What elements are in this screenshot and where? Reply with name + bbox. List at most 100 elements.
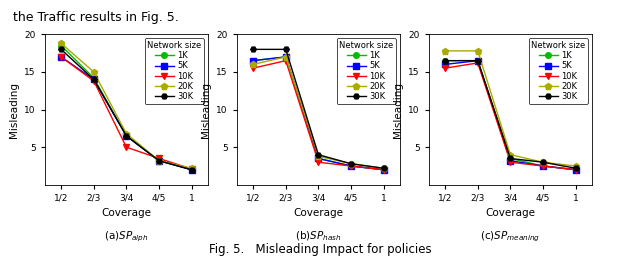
- Line: 20K: 20K: [442, 48, 579, 169]
- 30K: [380, 167, 388, 170]
- 20K: [507, 153, 515, 156]
- 1K: [572, 168, 580, 171]
- 30K: [282, 48, 289, 51]
- Line: 30K: 30K: [442, 58, 579, 171]
- 10K: [250, 67, 257, 70]
- 5K: [539, 164, 547, 168]
- 1K: [539, 164, 547, 168]
- 20K: [58, 42, 65, 45]
- Line: 10K: 10K: [442, 60, 579, 173]
- 1K: [474, 59, 481, 62]
- 10K: [380, 168, 388, 171]
- 30K: [474, 59, 481, 62]
- 5K: [380, 168, 388, 171]
- Line: 30K: 30K: [58, 46, 195, 173]
- 5K: [348, 164, 355, 168]
- 30K: [58, 48, 65, 51]
- 5K: [123, 134, 131, 138]
- Line: 1K: 1K: [58, 43, 195, 173]
- 30K: [90, 78, 98, 81]
- 20K: [442, 49, 449, 53]
- 10K: [58, 55, 65, 58]
- Line: 1K: 1K: [442, 58, 579, 173]
- Text: Fig. 5.   Misleading Impact for policies: Fig. 5. Misleading Impact for policies: [209, 243, 431, 256]
- 1K: [315, 157, 322, 160]
- X-axis label: Coverage: Coverage: [293, 208, 344, 218]
- 20K: [123, 132, 131, 135]
- Y-axis label: Misleading: Misleading: [393, 82, 403, 138]
- Text: (a)$SP_{alph}$: (a)$SP_{alph}$: [104, 230, 148, 244]
- 1K: [442, 59, 449, 62]
- 5K: [90, 78, 98, 81]
- 30K: [348, 162, 355, 165]
- 5K: [156, 159, 163, 162]
- Legend: 1K, 5K, 10K, 20K, 30K: 1K, 5K, 10K, 20K, 30K: [145, 39, 204, 104]
- 5K: [474, 59, 481, 62]
- 10K: [188, 167, 196, 171]
- 30K: [156, 159, 163, 162]
- 30K: [250, 48, 257, 51]
- 30K: [442, 59, 449, 62]
- 1K: [282, 55, 289, 58]
- 10K: [348, 164, 355, 168]
- 20K: [250, 63, 257, 66]
- 10K: [572, 168, 580, 171]
- 20K: [348, 162, 355, 165]
- X-axis label: Coverage: Coverage: [101, 208, 152, 218]
- 30K: [315, 153, 322, 156]
- 5K: [188, 168, 196, 171]
- 10K: [156, 157, 163, 160]
- 30K: [188, 168, 196, 171]
- Line: 10K: 10K: [58, 54, 195, 172]
- Legend: 1K, 5K, 10K, 20K, 30K: 1K, 5K, 10K, 20K, 30K: [337, 39, 396, 104]
- 10K: [507, 161, 515, 164]
- 10K: [90, 79, 98, 83]
- 20K: [315, 155, 322, 158]
- Text: (b)$SP_{hash}$: (b)$SP_{hash}$: [295, 230, 342, 243]
- 20K: [572, 164, 580, 168]
- 20K: [156, 159, 163, 162]
- 1K: [348, 164, 355, 168]
- Line: 20K: 20K: [58, 40, 195, 172]
- 1K: [250, 59, 257, 62]
- 30K: [572, 167, 580, 170]
- 10K: [474, 61, 481, 64]
- 1K: [380, 168, 388, 171]
- Line: 10K: 10K: [250, 58, 387, 173]
- Line: 20K: 20K: [250, 53, 387, 172]
- 20K: [539, 161, 547, 164]
- Text: (c)$SP_{meaning}$: (c)$SP_{meaning}$: [480, 230, 541, 244]
- 5K: [282, 55, 289, 58]
- 10K: [539, 164, 547, 168]
- Y-axis label: Misleading: Misleading: [201, 82, 211, 138]
- 10K: [282, 59, 289, 62]
- 20K: [474, 49, 481, 53]
- 1K: [156, 159, 163, 162]
- Line: 5K: 5K: [58, 54, 195, 173]
- Legend: 1K, 5K, 10K, 20K, 30K: 1K, 5K, 10K, 20K, 30K: [529, 39, 588, 104]
- 5K: [315, 157, 322, 160]
- 1K: [58, 44, 65, 47]
- Y-axis label: Misleading: Misleading: [9, 82, 19, 138]
- 20K: [188, 167, 196, 170]
- 1K: [123, 134, 131, 138]
- 10K: [315, 161, 322, 164]
- 30K: [539, 161, 547, 164]
- Line: 5K: 5K: [442, 58, 579, 173]
- 10K: [442, 67, 449, 70]
- 30K: [507, 157, 515, 160]
- 20K: [282, 55, 289, 58]
- 10K: [123, 145, 131, 149]
- 1K: [507, 157, 515, 160]
- Line: 1K: 1K: [250, 54, 387, 173]
- 5K: [250, 59, 257, 62]
- 1K: [90, 76, 98, 79]
- 20K: [90, 70, 98, 73]
- Text: the Traffic results in Fig. 5.: the Traffic results in Fig. 5.: [13, 11, 179, 23]
- 5K: [58, 55, 65, 58]
- 5K: [442, 63, 449, 66]
- Line: 5K: 5K: [250, 54, 387, 173]
- 5K: [507, 159, 515, 162]
- 20K: [380, 167, 388, 170]
- Line: 30K: 30K: [250, 46, 387, 171]
